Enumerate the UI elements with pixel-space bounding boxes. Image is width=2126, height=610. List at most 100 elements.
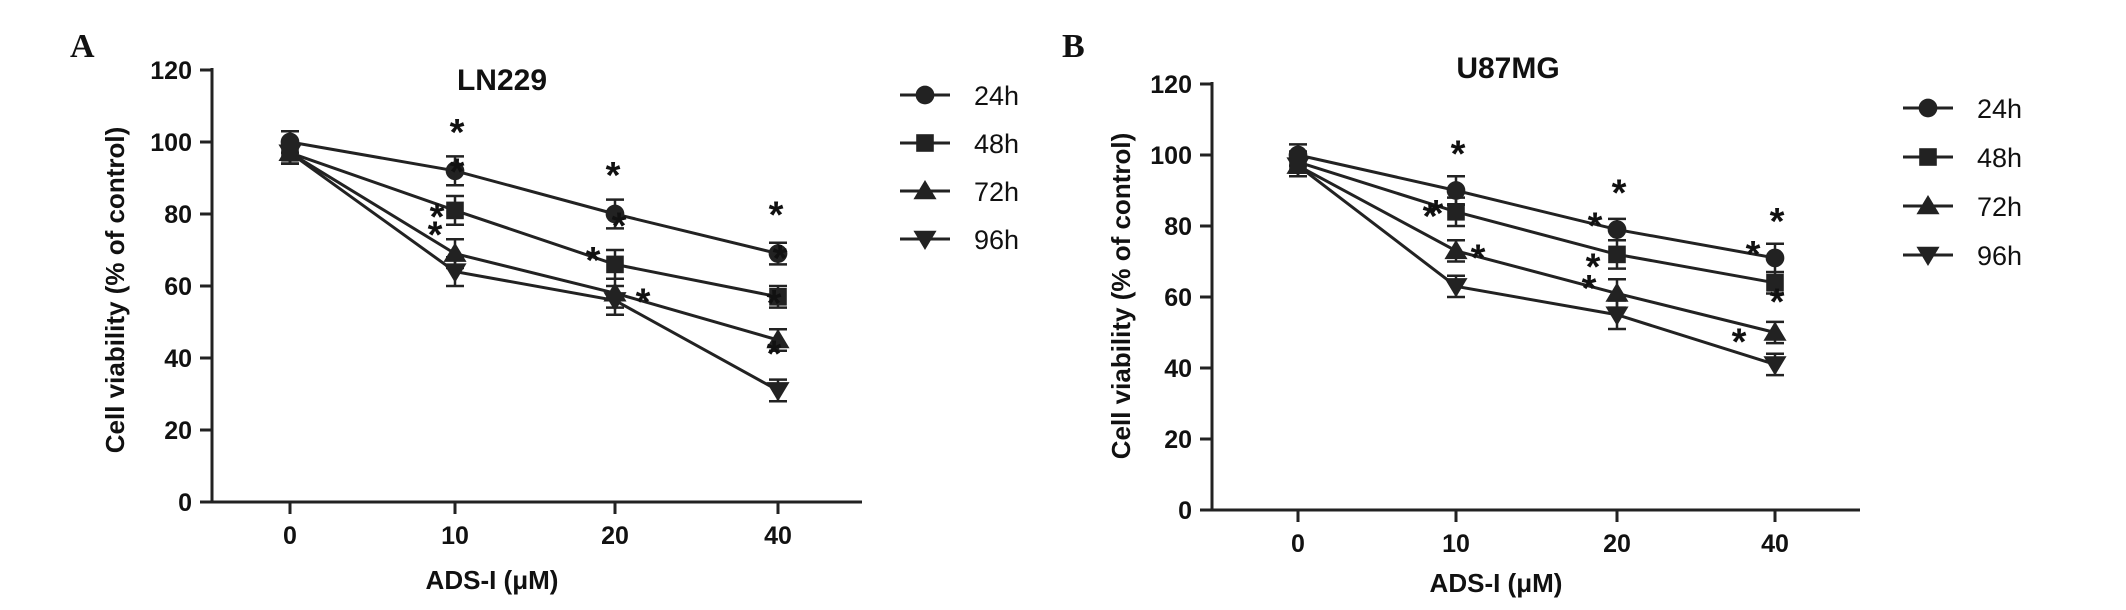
legend-marker xyxy=(915,85,935,105)
significance-star: * xyxy=(1429,193,1444,235)
data-point xyxy=(445,161,465,181)
data-point xyxy=(1286,157,1310,177)
legend-label: 48h xyxy=(974,129,1019,159)
data-point xyxy=(443,263,467,283)
x-tick-label: 40 xyxy=(1761,530,1789,558)
series-line xyxy=(1297,160,1776,285)
data-point xyxy=(1444,278,1468,298)
significance-star: * xyxy=(767,283,782,325)
data-point xyxy=(1605,306,1629,326)
data-point xyxy=(1607,220,1627,239)
legend-marker xyxy=(1916,246,1940,266)
data-point xyxy=(603,292,627,312)
legend-item: 24h xyxy=(1903,94,2022,124)
x-tick-label: 0 xyxy=(1291,530,1305,558)
panel-letter: B xyxy=(1062,28,1085,65)
chart-title: U87MG xyxy=(1456,52,1559,85)
axes: 0 20 40 60 80 100 120 0 10 20 40 xyxy=(1150,71,1860,558)
significance-star: * xyxy=(1423,196,1438,238)
legend-item: 48h xyxy=(1903,143,2022,173)
x-tick-label: 10 xyxy=(1442,530,1470,558)
legend-item: 96h xyxy=(900,225,1019,255)
legend: 24h 48h 72h 96h xyxy=(1903,94,2022,271)
plot-area: ************ xyxy=(1286,134,1787,377)
y-tick-label: 20 xyxy=(164,417,192,445)
legend-item: 48h xyxy=(900,129,1019,159)
significance-star: * xyxy=(1612,173,1627,215)
legend-label: 48h xyxy=(1977,143,2022,173)
data-point xyxy=(606,255,624,274)
series-line xyxy=(289,151,779,299)
y-tick-label: 120 xyxy=(1150,71,1192,99)
data-point xyxy=(1763,321,1787,341)
legend-marker xyxy=(1918,98,1938,118)
data-point xyxy=(1444,239,1468,260)
series-line xyxy=(289,151,779,392)
data-point xyxy=(1765,248,1785,268)
significance-star: * xyxy=(612,205,627,247)
significance-star: * xyxy=(1770,201,1785,243)
x-axis-label: ADS-I (μM) xyxy=(1430,568,1563,598)
legend: 24h 48h 72h 96h xyxy=(900,81,1019,255)
significance-star: * xyxy=(1770,282,1785,324)
series-line xyxy=(1297,164,1776,334)
significance-star: * xyxy=(767,333,782,375)
x-tick-label: 20 xyxy=(601,522,629,550)
data-point xyxy=(1763,356,1787,376)
series-96h: *** xyxy=(1286,153,1787,377)
y-tick-label: 60 xyxy=(164,273,192,301)
data-point xyxy=(766,382,790,402)
legend-item: 72h xyxy=(900,177,1019,207)
data-point xyxy=(1608,245,1626,264)
data-point xyxy=(278,144,302,164)
legend-label: 24h xyxy=(1977,94,2022,124)
significance-star: * xyxy=(1471,237,1486,279)
significance-star: * xyxy=(1588,205,1603,247)
significance-star: * xyxy=(636,281,651,323)
plot-area: ************ xyxy=(278,112,790,403)
legend-label: 72h xyxy=(974,177,1019,207)
significance-star: * xyxy=(450,112,465,154)
significance-star: * xyxy=(769,195,784,237)
significance-star: * xyxy=(1451,134,1466,176)
axes: 0 20 40 60 80 100 120 0 10 20 40 xyxy=(150,57,862,550)
significance-star: * xyxy=(586,240,601,282)
legend-item: 72h xyxy=(1903,192,2022,222)
data-point xyxy=(1605,282,1629,302)
legend-label: 72h xyxy=(1977,192,2022,222)
legend-label: 24h xyxy=(974,81,1019,111)
significance-star: * xyxy=(430,197,445,239)
significance-star: * xyxy=(773,238,788,280)
significance-star: * xyxy=(450,151,465,193)
y-tick-label: 0 xyxy=(178,489,192,517)
data-point xyxy=(1766,274,1784,292)
x-tick-label: 40 xyxy=(764,522,792,550)
y-tick-label: 60 xyxy=(1164,284,1192,312)
data-point xyxy=(1446,181,1466,200)
data-point xyxy=(1447,203,1465,221)
data-point xyxy=(769,288,787,306)
series-line xyxy=(1297,164,1776,366)
data-point xyxy=(768,244,788,263)
legend-marker xyxy=(1916,195,1940,215)
x-tick-label: 0 xyxy=(283,522,297,550)
y-tick-label: 40 xyxy=(164,345,192,373)
significance-star: * xyxy=(606,155,621,197)
significance-star: * xyxy=(1746,234,1761,276)
y-axis-label: Cell viability (% of control) xyxy=(100,127,130,453)
series-line xyxy=(289,151,779,342)
chart-title: LN229 xyxy=(457,64,547,97)
significance-star: * xyxy=(1732,321,1747,363)
y-tick-label: 100 xyxy=(1150,142,1192,170)
y-axis-label: Cell viability (% of control) xyxy=(1106,133,1136,459)
y-tick-label: 100 xyxy=(150,129,192,157)
legend-item: 96h xyxy=(1903,241,2022,271)
x-axis-label: ADS-I (μM) xyxy=(426,565,559,595)
significance-star: * xyxy=(1586,246,1601,288)
data-point xyxy=(446,201,464,220)
legend-marker xyxy=(916,134,934,152)
series-24h: *** xyxy=(1288,134,1785,274)
significance-star: * xyxy=(428,215,443,257)
